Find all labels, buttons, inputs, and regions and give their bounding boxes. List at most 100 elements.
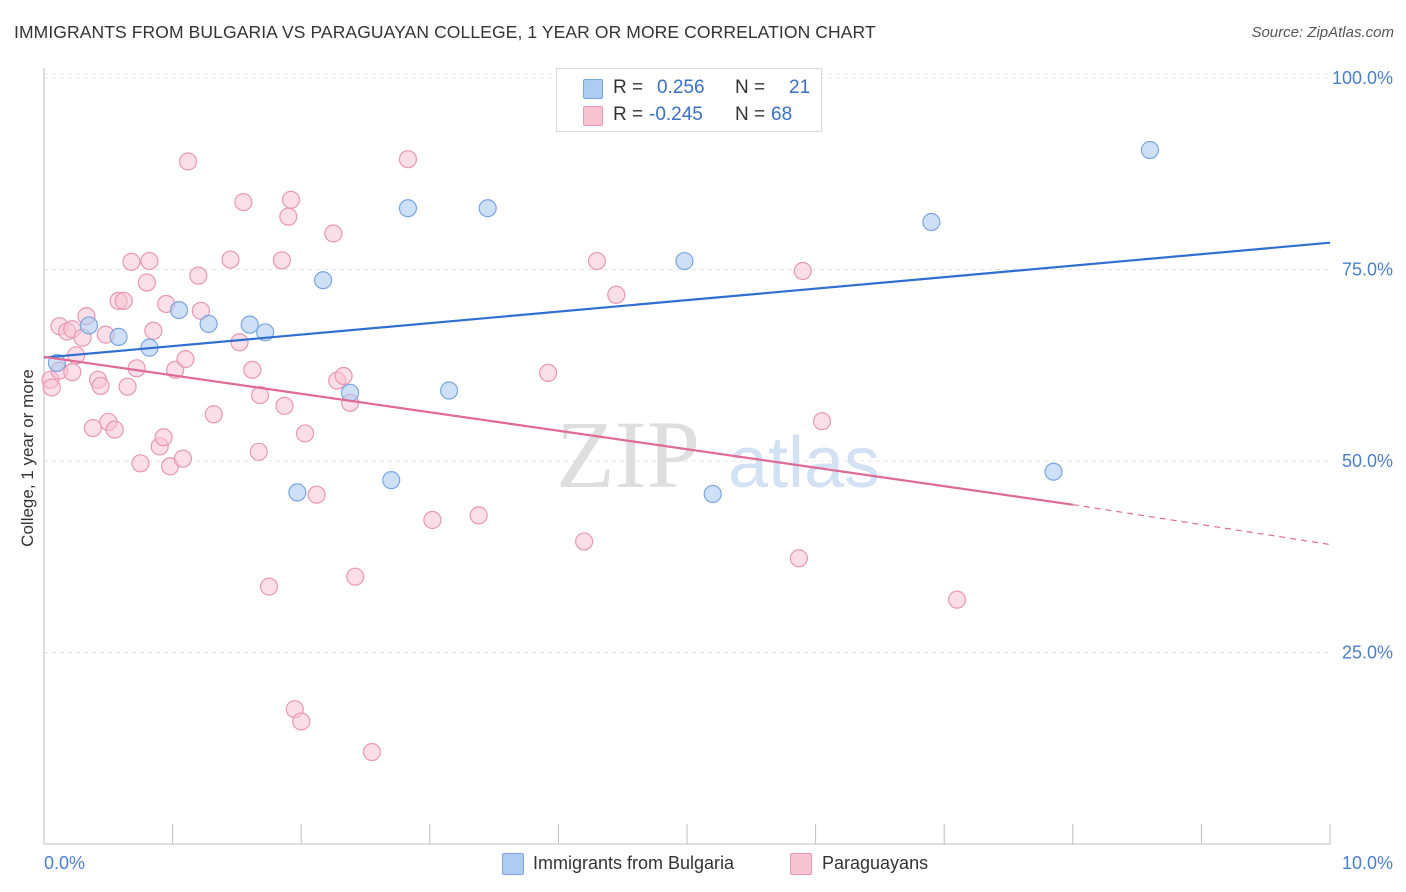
paraguayans-point [281,190,301,209]
paraguayans-point [587,251,607,271]
legend-label-bulgaria: Immigrants from Bulgaria [533,853,735,873]
bulgaria-point [288,483,307,502]
paraguayans-point [221,250,240,269]
paraguayans-point [178,152,198,171]
paraguayans-point [324,224,343,243]
paraguayans-point [362,742,382,762]
x-tick-label: 10.0% [1342,853,1393,873]
bulgaria-point [1140,140,1160,160]
paraguayans-point [793,261,812,281]
bulgaria-r-value: 0.256 [657,77,705,98]
paraguayans-point [131,454,150,473]
paraguayans-point [122,252,141,271]
bulgaria-point [340,383,360,402]
paraguayans-point [334,366,353,386]
r-label: R = [613,104,644,125]
paraguayans-r-value: -0.245 [649,104,703,125]
paraguayans-point [243,360,262,379]
grid-layer [44,73,1330,653]
trend-lines [43,241,1331,546]
paraguayans-point [346,567,365,586]
bulgaria-point [703,484,722,504]
paraguayans-point [83,418,102,438]
paraguayans-point [173,449,192,468]
y-tick-label: 50.0% [1342,451,1393,471]
paraguayans-point [176,350,195,369]
bulgaria-point [1044,462,1063,481]
legend-item-bulgaria: Immigrants from Bulgaria [502,852,782,876]
source-label: Source: ZipAtlas.com [1251,24,1394,41]
paraguayans-point [398,150,418,169]
paraguayans-point [423,510,442,530]
bulgaria-point [199,314,218,333]
watermark: ZIP atlas [556,401,880,508]
bulgaria-n-value: 21 [789,77,811,98]
y-tick-label: 100.0% [1332,68,1393,88]
paraguayans-n-value: 68 [771,104,793,125]
chart-title: IMMIGRANTS FROM BULGARIA VS PARAGUAYAN C… [14,22,876,42]
paraguayans-point [91,376,110,396]
legend-swatch-paraguayans [790,853,812,875]
bulgaria-point [109,327,128,347]
paraguayans-point [292,712,311,731]
paraguayans-points [41,150,967,762]
axis-layer: 25.0% 50.0% 75.0% 100.0% 0.0% 10.0% [43,68,1393,873]
bulgaria-point [313,271,333,290]
paraguayans-point [789,549,808,568]
legend-item-paraguayans: Paraguayans [790,852,960,876]
bulgaria-point [478,199,497,218]
paraguayans-point [272,251,292,270]
watermark-atlas: atlas [728,423,880,503]
bulgaria-point [675,251,694,271]
paraguayans-point [250,386,270,405]
paraguayans-point [259,577,279,596]
stat-row-bulgaria: R = 0.256 N = 21 [557,75,821,101]
bulgaria-swatch [583,79,603,99]
correlation-stats-box: R = 0.256 N = 21 R = -0.245 N = 68 [556,68,822,132]
bulgaria-point [240,315,259,334]
paraguayans-point [575,532,594,551]
n-label: N = [735,104,766,125]
paraguayans-point [275,396,294,415]
paraguayans-point [137,273,156,292]
bulgaria-trend-line [43,241,1331,359]
paraguayans-point [118,377,137,396]
paraguayans-point [539,363,558,383]
paraguayans-point [140,251,159,271]
paraguayans-point [42,378,61,397]
bulgaria-point [922,212,941,232]
bulgaria-point [439,381,459,400]
paraguayans-point [234,192,253,212]
paraguayans-trend-extension [1072,504,1331,546]
n-label: N = [735,77,766,98]
y-axis-label: College, 1 year or more [18,369,37,547]
paraguayans-point [469,506,488,525]
legend-label-paraguayans: Paraguayans [822,853,929,873]
r-label: R = [613,77,644,98]
bulgaria-points [47,71,1160,504]
paraguayans-point [249,442,268,461]
bulgaria-point [398,199,418,218]
paraguayans-point [204,405,223,424]
paraguayans-point [105,420,124,439]
stat-row-paraguayans: R = -0.245 N = 68 [557,102,821,128]
paraguayans-swatch [583,106,603,126]
paraguayans-point [607,285,626,304]
legend-swatch-bulgaria [502,853,524,875]
paraguayans-point [189,266,208,285]
y-tick-label: 75.0% [1342,260,1393,280]
paraguayans-point [114,291,133,311]
paraguayans-point [947,590,967,609]
paraguayans-point [63,363,82,382]
paraguayans-point [307,485,326,504]
x-tick-label: 0.0% [44,853,85,873]
bulgaria-point [79,316,99,335]
paraguayans-point [144,321,163,340]
paraguayans-point [230,333,249,352]
paraguayans-trend-line [43,355,1073,506]
watermark-zip: ZIP [556,401,700,508]
y-tick-label: 25.0% [1342,643,1393,663]
paraguayans-point [279,207,298,226]
paraguayans-point [154,428,173,447]
paraguayans-point [812,412,832,431]
